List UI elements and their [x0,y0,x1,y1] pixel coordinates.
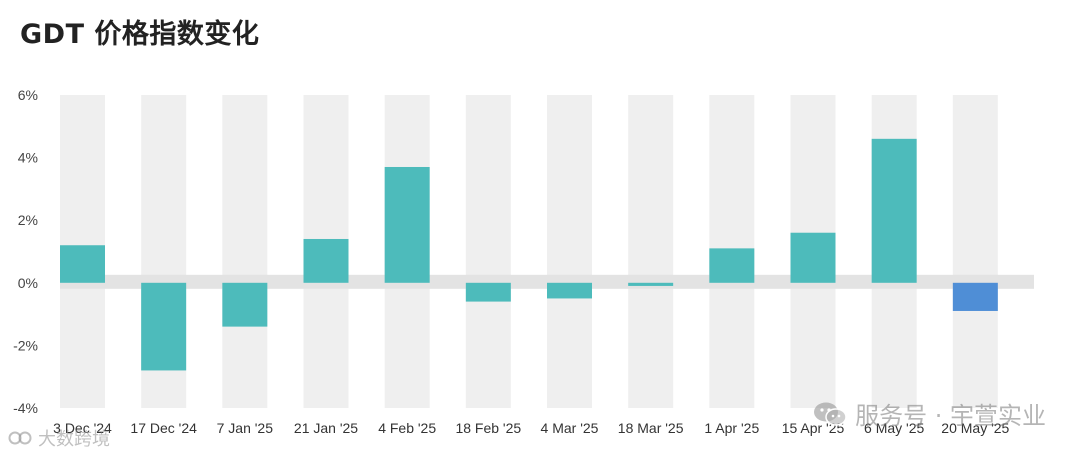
watermark-right: 服务号 · 宇萱实业 [813,396,1046,431]
bar [465,282,511,302]
bar [709,248,755,283]
watermark-left: 大数跨境 [8,425,110,451]
bar [60,245,105,283]
column-band [952,95,998,408]
x-tick-label: 6 May '25 [864,420,924,436]
brand-logo-icon [8,431,32,445]
y-tick-label: 0% [18,275,38,291]
y-tick-label: -4% [13,400,38,416]
x-tick-label: 4 Feb '25 [378,420,436,436]
bars [60,138,998,371]
x-tick-label: 17 Dec '24 [130,420,197,436]
chart-title: GDT 价格指数变化 [20,19,260,50]
bar [222,282,268,327]
x-tick-label: 21 Jan '25 [294,420,358,436]
bar [547,282,592,299]
x-tick-label: 4 Mar '25 [541,420,599,436]
column-band [222,95,268,408]
bar [628,282,674,286]
x-tick-label: 18 Feb '25 [455,420,521,436]
column-bands [60,95,998,408]
x-tick-label: 7 Jan '25 [217,420,274,436]
x-tick-label: 18 Mar '25 [618,420,684,436]
column-band [547,95,592,408]
x-tick-label: 15 Apr '25 [782,420,845,436]
x-tick-label: 1 Apr '25 [704,420,759,436]
x-tick-label: 20 May '25 [941,420,1009,436]
y-tick-label: 4% [18,150,38,166]
x-tick-label: 3 Dec '24 [53,420,112,436]
y-tick-label: -2% [13,337,38,353]
bar [141,282,187,371]
bar [384,166,430,283]
bar [952,282,998,311]
y-tick-label: 2% [18,212,38,228]
watermark-left-text: 大数跨境 [38,429,110,450]
column-band [465,95,511,408]
y-axis-ticks: 6% 4% 2% 0% -2% -4% [13,87,38,416]
y-tick-label: 6% [18,87,38,103]
watermark-right-text: 服务号 · 宇萱实业 [855,402,1046,430]
bar [871,138,917,283]
column-band [628,95,674,408]
wechat-icon [814,402,847,426]
x-axis-ticks: 3 Dec '24 17 Dec '24 7 Jan '25 21 Jan '25 4 … [53,420,1009,436]
bar [790,232,836,283]
bar [303,238,349,283]
